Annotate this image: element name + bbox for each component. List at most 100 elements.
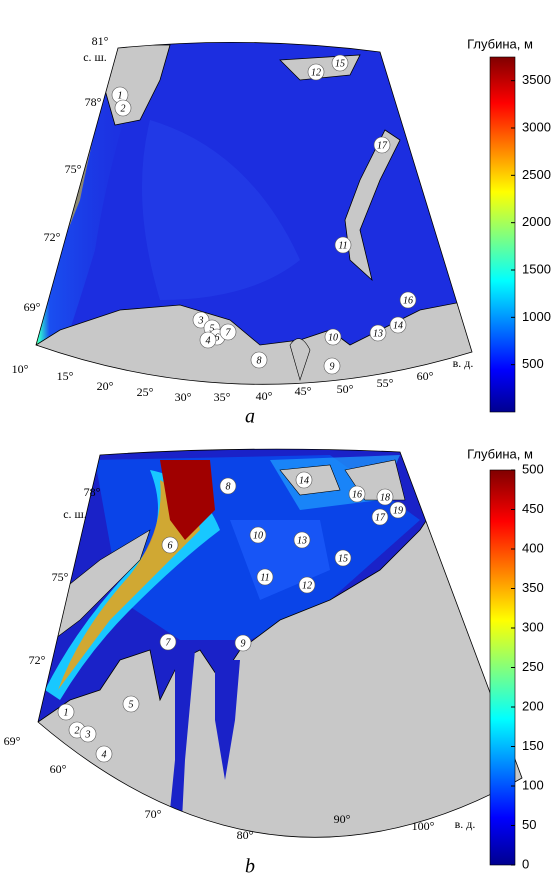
station-marker: 13: [369, 324, 387, 342]
longitude-label: 45°: [295, 384, 312, 398]
latitude-label: 72°: [29, 653, 46, 667]
colorbar-tick-label: 500: [522, 461, 544, 476]
station-marker: 4: [199, 331, 217, 349]
station-marker: 15: [334, 549, 352, 567]
station-circle: [256, 568, 274, 586]
colorbar-tick-label: 250: [522, 659, 544, 674]
longitude-label: 20°: [97, 379, 114, 393]
station-marker: 12: [307, 63, 325, 81]
station-circle: [331, 54, 349, 72]
station-number: 4: [206, 335, 211, 346]
colorbar-tick-label: 450: [522, 501, 544, 516]
station-marker: 14: [389, 316, 407, 334]
station-number: 18: [380, 492, 390, 503]
colorbar-tick-label: 150: [522, 738, 544, 753]
colorbar-title: Глубина, м: [467, 36, 533, 51]
station-number: 11: [260, 572, 269, 583]
station-circle: [307, 63, 325, 81]
station-number: 9: [330, 361, 335, 372]
station-marker: 9: [323, 357, 341, 375]
station-marker: 19: [389, 501, 407, 519]
station-marker: 9: [234, 634, 252, 652]
longitude-label: в. д.: [453, 356, 474, 370]
colorbar-tick-label: 2000: [522, 214, 551, 229]
colorbar-tick-label: 50: [522, 817, 536, 832]
station-circle: [159, 633, 177, 651]
station-number: 2: [121, 103, 126, 114]
colorbar-tick-label: 0: [522, 856, 529, 871]
colorbar-tick-label: 1500: [522, 261, 551, 276]
station-number: 16: [403, 295, 413, 306]
station-marker: 16: [348, 485, 366, 503]
longitude-label: 10°: [12, 362, 29, 376]
station-number: 4: [102, 749, 107, 760]
station-number: 9: [241, 638, 246, 649]
station-circle: [95, 745, 113, 763]
station-marker: 16: [399, 291, 417, 309]
station-number: 11: [338, 240, 347, 251]
station-circle: [376, 488, 394, 506]
station-number: 15: [338, 553, 348, 564]
latitude-label: 78°: [84, 485, 101, 499]
station-marker: 12: [298, 576, 316, 594]
station-number: 14: [299, 475, 309, 486]
longitude-label: 25°: [137, 385, 154, 399]
station-marker: 11: [256, 568, 274, 586]
station-number: 3: [85, 729, 91, 740]
colorbar: [489, 56, 516, 413]
latitude-label: с. ш.: [63, 507, 87, 521]
station-number: 5: [210, 323, 215, 334]
station-circle: [161, 536, 179, 554]
station-marker: 1: [57, 703, 75, 721]
colorbar-tick-label: 500: [522, 356, 544, 371]
station-marker: 6: [161, 536, 179, 554]
station-circle: [122, 695, 140, 713]
longitude-label: 35°: [214, 390, 231, 404]
station-number: 7: [166, 637, 172, 648]
station-circle: [369, 324, 387, 342]
station-circle: [234, 634, 252, 652]
station-marker: 3: [79, 725, 97, 743]
station-number: 10: [253, 530, 263, 541]
station-number: 17: [377, 140, 388, 151]
longitude-label: в. д.: [455, 817, 476, 831]
station-marker: 18: [376, 488, 394, 506]
station-marker: 17: [373, 136, 391, 154]
station-circle: [389, 316, 407, 334]
station-circle: [334, 236, 352, 254]
colorbar-tick-label: 200: [522, 698, 544, 713]
station-circle: [219, 477, 237, 495]
station-circle: [399, 291, 417, 309]
station-circle: [250, 351, 268, 369]
colorbar-tick-label: 100: [522, 777, 544, 792]
station-marker: 11: [334, 236, 352, 254]
longitude-label: 90°: [334, 812, 351, 826]
latitude-label: 75°: [65, 162, 82, 176]
station-marker: 5: [122, 695, 140, 713]
station-number: 14: [393, 320, 403, 331]
latitude-label: 75°: [52, 570, 69, 584]
station-number: 3: [198, 315, 204, 326]
station-number: 13: [373, 328, 383, 339]
station-number: 6: [168, 540, 173, 551]
longitude-label: 80°: [237, 828, 254, 842]
station-circle: [219, 323, 237, 341]
station-number: 8: [226, 481, 231, 492]
station-marker: 7: [219, 323, 237, 341]
latitude-label: 69°: [4, 734, 21, 748]
colorbar-tick-label: 400: [522, 540, 544, 555]
station-circle: [199, 331, 217, 349]
station-circle: [298, 576, 316, 594]
station-marker: 2: [114, 99, 132, 117]
station-number: 12: [311, 67, 321, 78]
station-number: 2: [75, 725, 80, 736]
longitude-label: 100°: [412, 819, 435, 833]
latitude-label: 78°: [85, 95, 102, 109]
station-circle: [334, 549, 352, 567]
station-marker: 10: [249, 526, 267, 544]
panel-label: b: [245, 856, 255, 878]
station-circle: [348, 485, 366, 503]
longitude-label: 55°: [377, 376, 394, 390]
colorbar-tick-label: 3500: [522, 72, 551, 87]
